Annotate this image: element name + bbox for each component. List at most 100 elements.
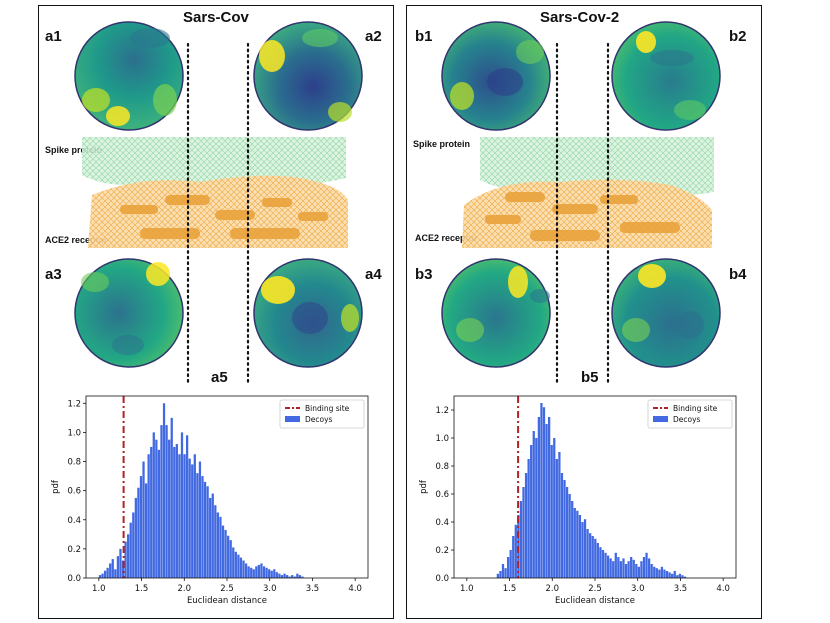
decoy-bar — [178, 454, 181, 578]
histogram-a5: 1.0 1.5 2.0 2.5 3.0 3.5 4.0 0.0 0.2 0.4 0.6 0.8 1.0 1… — [51, 395, 369, 606]
decoy-bar — [201, 476, 204, 578]
decoy-bar — [296, 573, 299, 578]
decoy-bar — [548, 417, 551, 578]
decoy-bar — [121, 560, 125, 578]
x-tick-label: 2.5 — [220, 584, 234, 594]
decoy-bar — [157, 449, 161, 578]
x-tick-label: 3.5 — [674, 584, 688, 594]
spike-protein-label: Spike protein — [413, 139, 471, 149]
decoy-bar — [496, 573, 499, 578]
decoy-bar — [653, 566, 656, 578]
legend-binding-site-label: Binding site — [673, 404, 718, 413]
x-tick-label: 2.0 — [546, 584, 560, 594]
label-a3: a3 — [45, 266, 62, 283]
label-a2: a2 — [365, 28, 382, 45]
x-axis-label: Euclidean distance — [187, 596, 267, 606]
decoy-bar — [101, 573, 104, 578]
decoy-bar — [291, 575, 294, 578]
decoy-bar — [558, 452, 561, 578]
decoy-bar — [560, 473, 564, 578]
x-tick-label: 1.5 — [135, 584, 149, 594]
decoy-bar — [499, 571, 502, 578]
ace2-receptor-label: ACE2 receptor — [415, 233, 478, 243]
decoy-bar — [298, 575, 302, 578]
decoy-bar — [139, 476, 143, 578]
y-axis-label: pdf — [419, 479, 429, 494]
decoy-bar — [203, 481, 207, 578]
legend-decoys-label: Decoys — [673, 415, 701, 424]
decoy-bar — [198, 461, 202, 578]
panel-title: Sars-Cov — [183, 9, 249, 26]
decoy-bar — [624, 564, 628, 578]
decoy-bar — [619, 561, 623, 578]
y-tick-label: 0.0 — [435, 574, 449, 584]
decoy-bar — [632, 559, 635, 578]
decoy-bar — [219, 516, 222, 578]
decoy-bar — [678, 573, 682, 578]
decoy-bar — [170, 417, 173, 578]
decoy-bar — [612, 561, 615, 578]
decoy-bar — [234, 551, 237, 578]
x-tick-label: 3.0 — [263, 584, 277, 594]
decoy-bar — [175, 444, 178, 578]
x-tick-label: 4.0 — [348, 584, 362, 594]
decoy-bar — [550, 445, 553, 578]
decoy-bar — [637, 566, 640, 578]
x-tick-label: 1.5 — [503, 584, 517, 594]
label-a5: a5 — [211, 369, 228, 386]
y-tick-label: 1.2 — [435, 406, 449, 416]
decoy-bar — [301, 576, 304, 578]
decoy-bar — [586, 529, 589, 578]
decoy-bar — [103, 570, 107, 578]
decoy-bar — [288, 576, 291, 578]
decoy-bar — [660, 566, 664, 578]
decoy-bar — [106, 567, 109, 578]
decoy-bar — [578, 515, 582, 578]
decoy-bar — [214, 505, 217, 578]
decoy-bar — [244, 563, 248, 578]
decoy-bar — [540, 403, 543, 578]
decoy-bar — [211, 493, 214, 578]
y-tick-label: 0.8 — [435, 462, 449, 472]
decoy-bar — [255, 566, 258, 578]
decoy-bar — [227, 535, 230, 578]
decoy-bar — [542, 407, 546, 578]
decoy-bar — [668, 572, 671, 578]
y-tick-label: 0.2 — [67, 545, 81, 555]
decoy-bar — [191, 464, 194, 578]
decoy-bar — [262, 566, 266, 578]
decoy-bar — [237, 554, 240, 578]
decoy-bar — [183, 454, 186, 578]
decoy-bar — [573, 508, 576, 578]
label-b3: b3 — [415, 266, 433, 283]
x-tick-label: 3.5 — [306, 584, 320, 594]
decoy-bar — [247, 566, 250, 578]
decoy-bar — [242, 560, 245, 578]
decoy-bar — [185, 435, 189, 578]
decoy-bar — [283, 573, 286, 578]
decoy-bar — [160, 425, 163, 578]
decoy-bar — [604, 552, 607, 578]
decoy-bar — [188, 458, 191, 578]
decoy-bar — [216, 512, 220, 578]
legend-binding-site-label: Binding site — [305, 404, 350, 413]
decoy-bar — [583, 519, 587, 578]
decoy-bar — [676, 575, 679, 578]
decoy-bar — [683, 576, 687, 578]
decoy-bar — [594, 538, 597, 578]
y-tick-label: 0.4 — [435, 518, 449, 528]
decoy-bar — [665, 571, 669, 578]
decoy-bar — [645, 552, 648, 578]
decoy-bar — [168, 439, 171, 578]
decoy-bar — [650, 564, 653, 578]
decoy-bar — [530, 445, 533, 578]
decoy-bar — [589, 533, 592, 578]
decoy-bar — [150, 446, 153, 578]
legend-decoys-swatch — [653, 416, 668, 422]
label-b5: b5 — [581, 369, 599, 386]
decoy-bar — [658, 569, 661, 578]
decoy-bar — [640, 561, 643, 578]
label-b4: b4 — [729, 266, 747, 283]
decoy-bar — [257, 564, 261, 578]
decoy-bar — [555, 459, 558, 578]
